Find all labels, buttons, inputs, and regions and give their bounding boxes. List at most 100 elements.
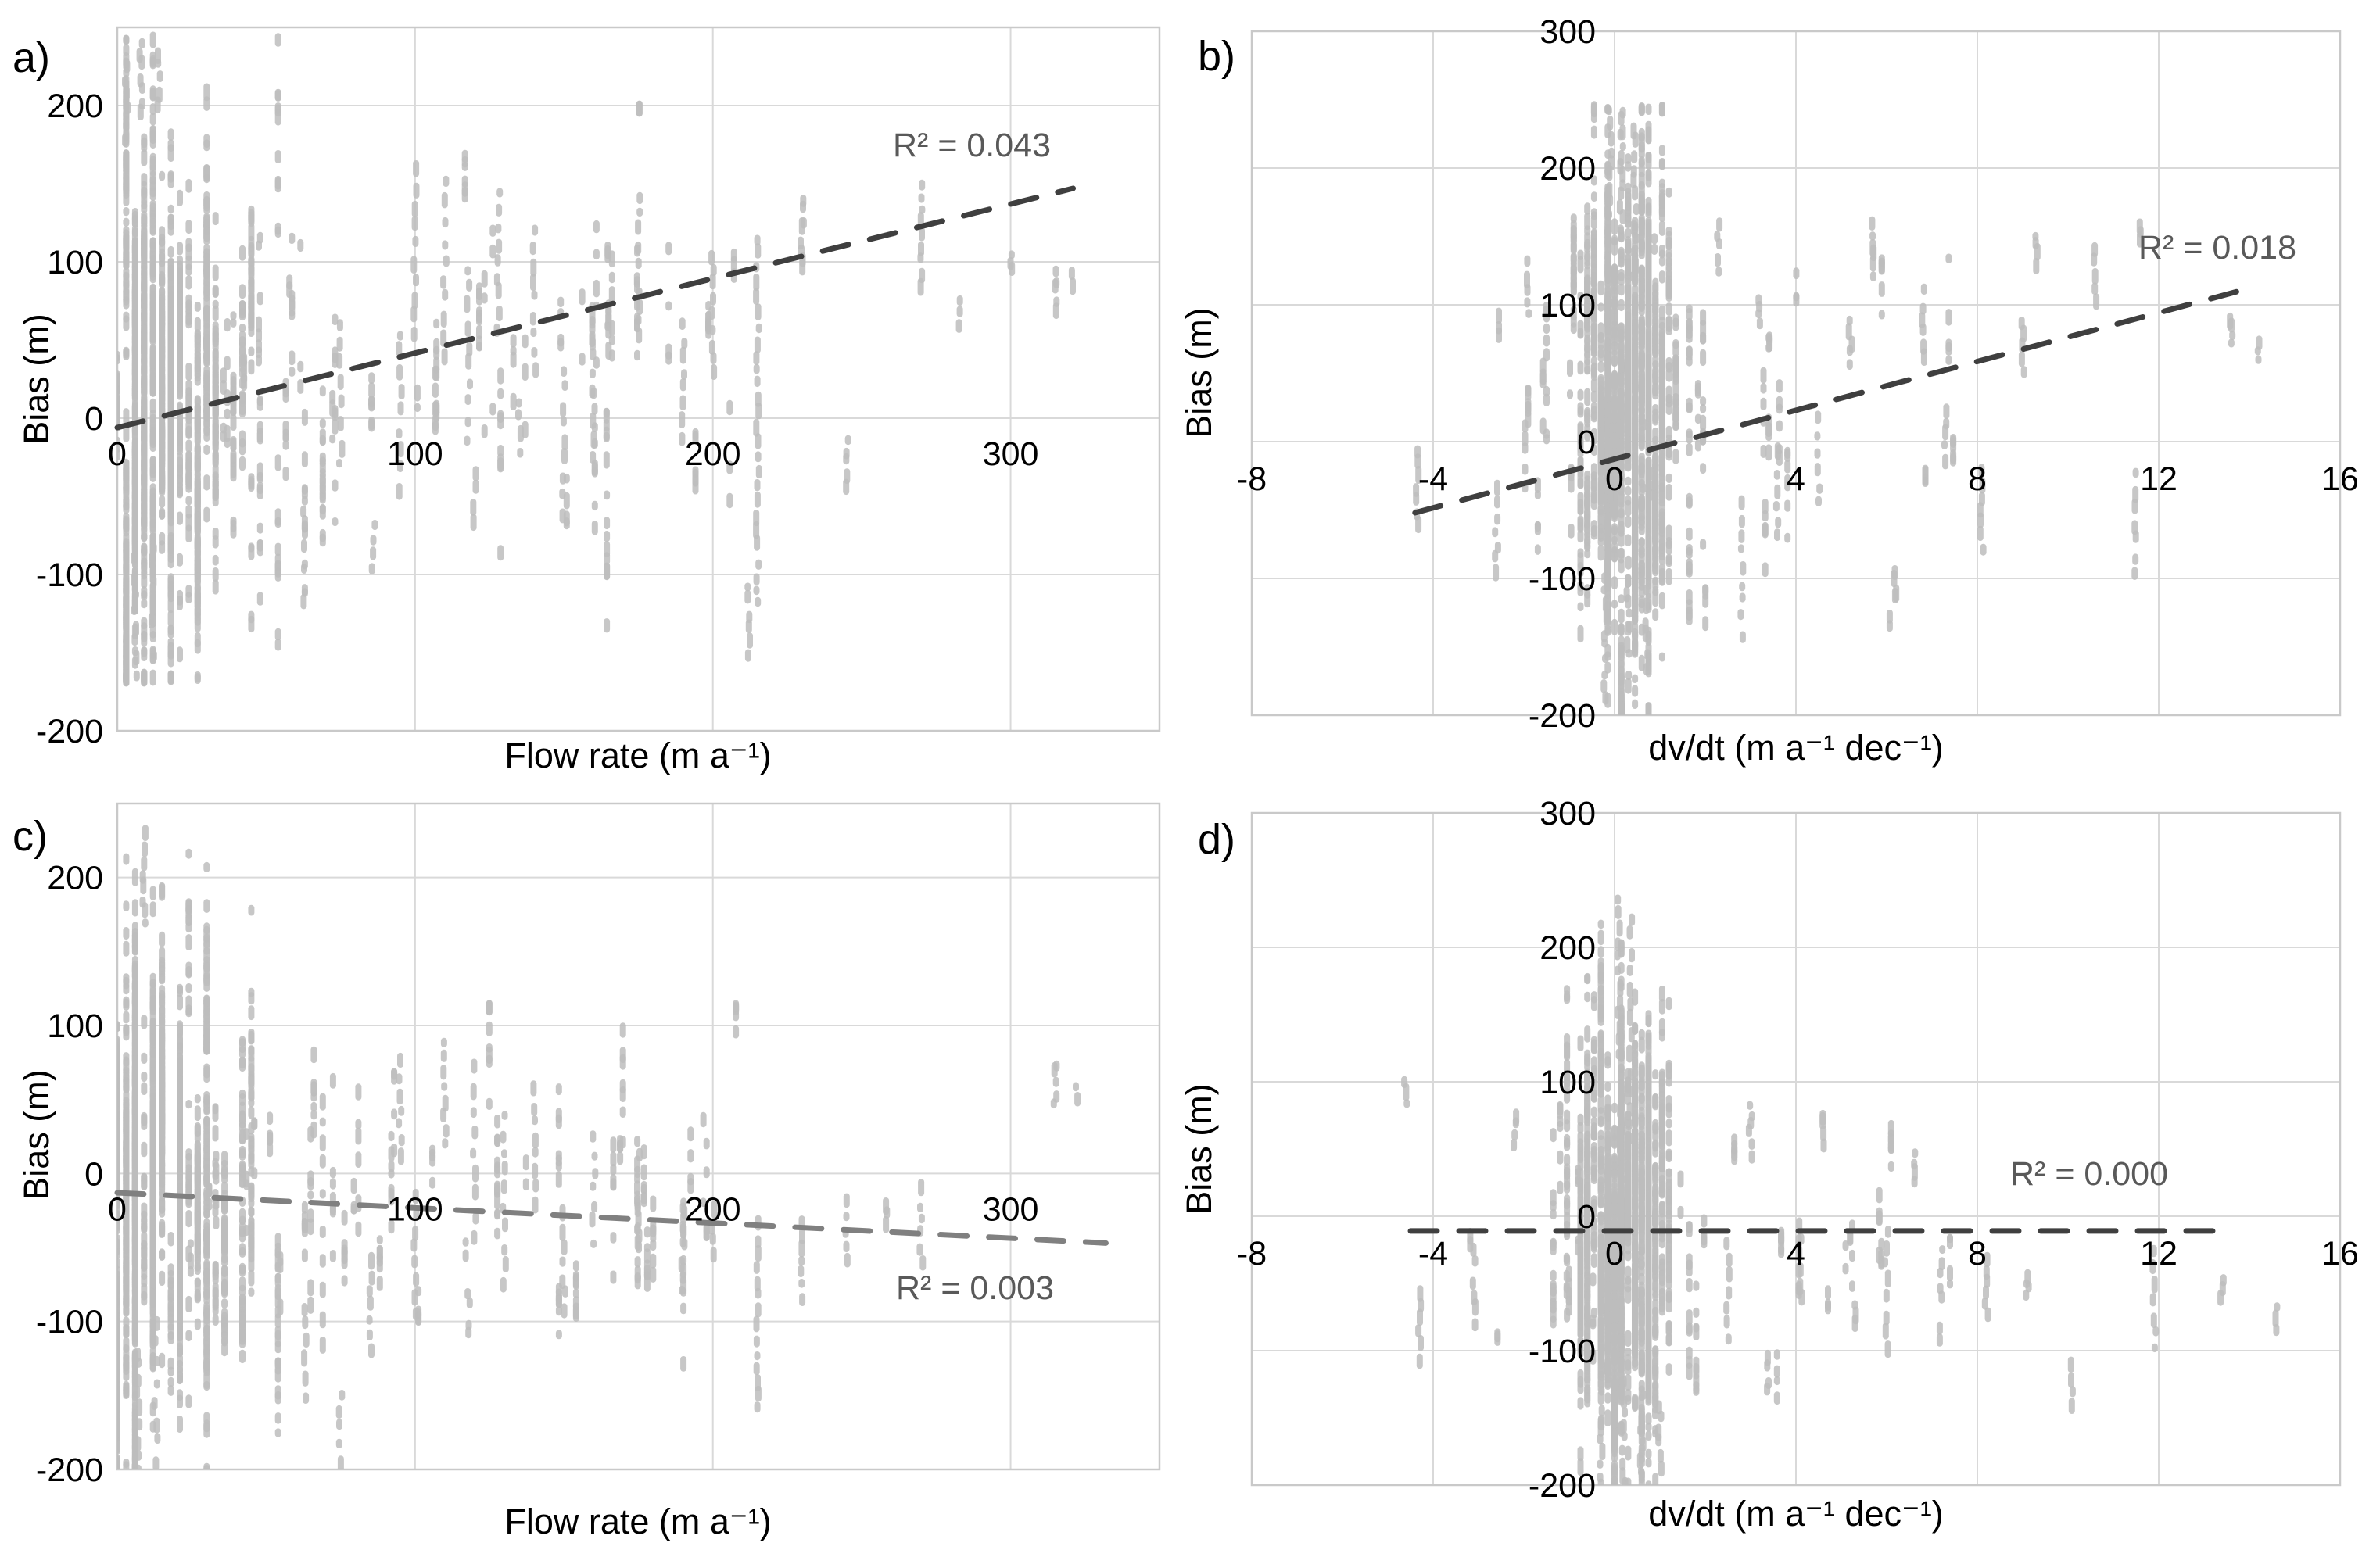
scatter-point	[692, 481, 699, 495]
scatter-point	[1618, 249, 1625, 263]
scatter-point	[1652, 412, 1659, 426]
scatter-point	[149, 31, 156, 48]
scatter-point	[1584, 295, 1591, 309]
scatter-point	[1604, 406, 1611, 418]
scatter-point	[149, 209, 156, 219]
scatter-point	[131, 390, 138, 406]
scatter-point	[1604, 661, 1611, 674]
scatter-point	[1611, 312, 1618, 327]
scatter-point	[1978, 464, 1985, 478]
scatter-point	[239, 284, 246, 299]
scatter-point	[274, 1412, 281, 1424]
scatter-point	[1672, 449, 1679, 464]
scatter-point	[515, 398, 522, 408]
scatter-point	[1525, 309, 1532, 318]
scatter-point	[510, 392, 517, 410]
scatter-point	[2018, 351, 2025, 367]
scatter-point	[1658, 102, 1665, 116]
scatter-point	[1638, 518, 1645, 531]
scatter-point	[1640, 483, 1647, 493]
scatter-point	[289, 367, 296, 377]
scatter-point	[1686, 402, 1693, 413]
scatter-point	[148, 612, 155, 628]
scatter-point	[123, 234, 130, 248]
scatter-point	[1702, 584, 1709, 600]
scatter-point	[608, 286, 615, 304]
scatter-point	[212, 264, 219, 281]
panel-b-trendline	[1412, 284, 2257, 516]
scatter-point	[1672, 341, 1679, 357]
scatter-point	[1645, 127, 1652, 145]
scatter-point	[167, 671, 174, 685]
scatter-point	[274, 454, 281, 471]
scatter-point	[410, 306, 418, 323]
scatter-point	[1645, 369, 1652, 381]
scatter-point	[329, 399, 336, 417]
scatter-point	[919, 227, 925, 242]
scatter-point	[194, 396, 201, 413]
scatter-point	[274, 150, 281, 163]
scatter-point	[1543, 302, 1550, 311]
scatter-point	[1611, 423, 1618, 433]
scatter-point	[755, 559, 762, 570]
scatter-point	[1716, 217, 1723, 232]
scatter-point	[1645, 222, 1652, 238]
scatter-point	[1632, 496, 1639, 505]
scatter-point	[336, 319, 343, 331]
scatter-point	[1638, 239, 1645, 252]
scatter-point	[679, 346, 686, 364]
scatter-point	[1618, 502, 1625, 517]
scatter-point	[461, 156, 468, 168]
scatter-point	[753, 274, 760, 292]
scatter-point	[1605, 106, 1612, 116]
scatter-point	[755, 391, 762, 407]
scatter-point	[122, 133, 129, 148]
scatter-point	[131, 573, 138, 588]
scatter-point	[1665, 316, 1672, 331]
scatter-point	[131, 454, 138, 465]
scatter-point	[681, 338, 688, 349]
scatter-point	[755, 403, 762, 420]
scatter-point	[1607, 116, 1614, 131]
scatter-point	[1658, 485, 1665, 496]
scatter-point	[1611, 430, 1618, 446]
scatter-point	[1618, 702, 1625, 715]
scatter-point	[692, 431, 699, 445]
scatter-point	[141, 599, 148, 609]
scatter-point	[1638, 373, 1645, 391]
scatter-point	[1584, 509, 1591, 524]
scatter-point	[433, 318, 440, 329]
scatter-point	[248, 265, 255, 281]
scatter-point	[123, 177, 130, 188]
scatter-point	[1658, 549, 1665, 561]
scatter-point	[1543, 323, 1550, 334]
scatter-point	[239, 430, 246, 448]
scatter-point	[561, 366, 568, 377]
scatter-point	[1686, 609, 1693, 625]
scatter-point	[1652, 333, 1659, 345]
scatter-point	[301, 539, 307, 553]
scatter-point	[319, 418, 326, 428]
scatter-point	[123, 217, 130, 227]
scatter-point	[1590, 525, 1597, 540]
scatter-point	[159, 507, 166, 520]
scatter-point	[665, 301, 672, 311]
scatter-point	[256, 539, 263, 552]
scatter-point	[472, 466, 479, 481]
scatter-point	[1584, 232, 1591, 250]
scatter-point	[289, 232, 296, 244]
scatter-point	[2091, 268, 2099, 285]
scatter-point	[177, 320, 183, 337]
scatter-point	[194, 302, 201, 312]
scatter-point	[203, 323, 210, 339]
scatter-point	[141, 506, 148, 524]
scatter-point	[1700, 396, 1707, 406]
scatter-point	[1658, 340, 1665, 353]
scatter-point	[212, 554, 219, 566]
scatter-point	[1943, 403, 1950, 419]
scatter-point	[159, 473, 166, 483]
scatter-point	[177, 646, 183, 663]
scatter-point	[203, 353, 210, 362]
scatter-point	[1686, 558, 1693, 574]
scatter-point	[301, 584, 308, 596]
